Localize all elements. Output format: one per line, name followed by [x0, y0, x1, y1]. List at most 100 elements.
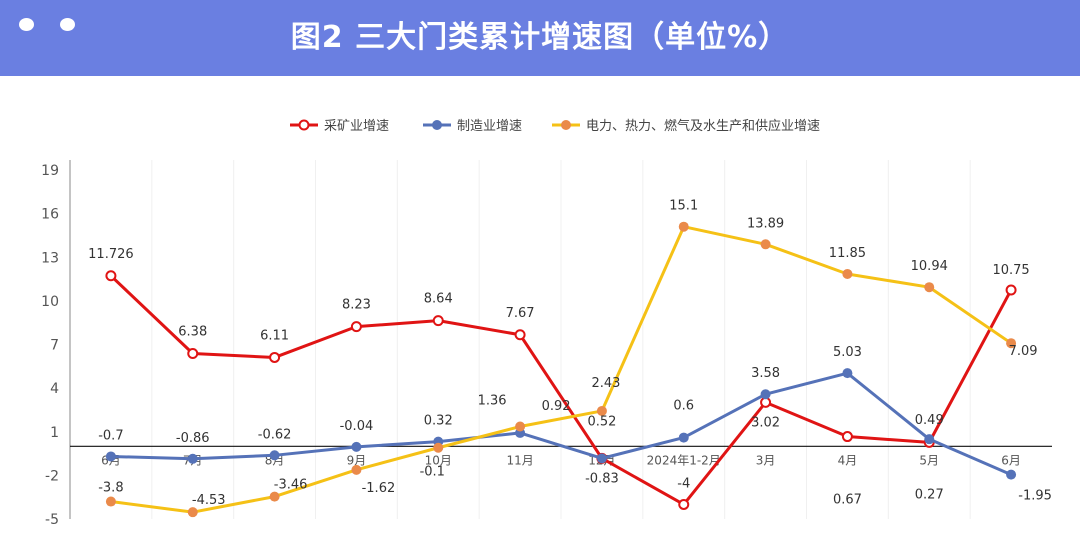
- data-label: 8.23: [342, 298, 371, 313]
- data-point: [760, 239, 771, 250]
- data-label: -0.86: [176, 431, 210, 446]
- data-label: -4.53: [192, 493, 226, 508]
- chart-data-labels: 11.726 6.38 6.11 8.23 8.64 7.67 -0.83 -4 3.02 0.6…: [88, 199, 1052, 508]
- data-point: [924, 434, 935, 445]
- x-tick-label: 10月: [425, 453, 452, 467]
- y-tick-label: 1: [50, 425, 59, 441]
- banner-dot-right: [60, 18, 75, 31]
- data-label: 11.85: [829, 246, 866, 261]
- data-label: 0.52: [587, 414, 616, 429]
- data-point: [187, 348, 199, 360]
- data-label: 5.03: [833, 345, 862, 360]
- x-tick-label: 2024年1-2月: [647, 453, 721, 467]
- data-point: [514, 329, 526, 341]
- chart-series: [105, 221, 1017, 518]
- title-banner: [0, 0, 1080, 76]
- chart-grid: [151, 160, 971, 519]
- legend-marker: [432, 120, 442, 130]
- data-label: 3.58: [751, 366, 780, 381]
- legend-marker: [298, 119, 310, 131]
- x-tick-label: 9月: [347, 453, 367, 467]
- data-label: -0.83: [585, 471, 619, 486]
- data-label: -0.62: [258, 427, 292, 442]
- data-point: [269, 450, 280, 461]
- data-label: 0.67: [833, 493, 862, 508]
- data-point: [678, 432, 689, 443]
- data-label: 13.89: [747, 216, 784, 231]
- data-point: [515, 421, 526, 432]
- data-point: [596, 453, 607, 464]
- data-point: [841, 431, 853, 443]
- line-chart: 采矿业增速 制造业增速 电力、热力、燃气及水生产和供应业增速 -5 -2 1 4 7 10 13…: [41, 118, 1052, 528]
- data-point: [350, 321, 362, 333]
- data-label: 7.67: [506, 306, 535, 321]
- data-label: 7.09: [1009, 344, 1038, 359]
- data-label: 0.27: [915, 487, 944, 502]
- data-point: [105, 496, 116, 507]
- data-point: [1006, 338, 1017, 349]
- data-label: 10.94: [911, 259, 948, 274]
- data-point: [432, 315, 444, 327]
- y-tick-label: 19: [41, 163, 59, 179]
- data-label: 10.75: [992, 263, 1029, 278]
- y-tick-label: 16: [41, 207, 59, 223]
- series-line: [109, 274, 1013, 506]
- chart-title: 图2 三大门类累计增速图（单位%）: [290, 20, 790, 55]
- data-label: 3.02: [751, 415, 780, 430]
- data-point: [1005, 284, 1017, 296]
- y-tick-label: 4: [50, 381, 59, 397]
- data-label: 15.1: [669, 199, 698, 214]
- chart-axes: -5-2147101316196月7月8月9月10月11月12月2024年1-2…: [41, 160, 1052, 528]
- y-tick-label: -2: [45, 468, 59, 484]
- data-point: [105, 451, 116, 462]
- data-label: 0.49: [915, 413, 944, 428]
- data-point: [433, 442, 444, 453]
- data-label: -0.7: [98, 428, 123, 443]
- banner-dot-left: [19, 18, 34, 31]
- data-label: 0.32: [424, 414, 453, 429]
- series-line: [110, 225, 1012, 514]
- x-tick-label: 11月: [506, 453, 533, 467]
- data-label: 2.43: [591, 376, 620, 391]
- data-label: 0.6: [673, 399, 694, 414]
- data-point: [1006, 469, 1017, 480]
- chart-legend: 采矿业增速 制造业增速 电力、热力、燃气及水生产和供应业增速: [290, 118, 820, 134]
- y-tick-label: 13: [41, 250, 59, 266]
- x-tick-label: 6月: [1001, 453, 1021, 467]
- legend-label: 电力、热力、燃气及水生产和供应业增速: [586, 118, 820, 134]
- y-tick-label: 7: [50, 338, 59, 354]
- data-point: [269, 491, 280, 502]
- data-label: 0.92: [542, 399, 571, 414]
- data-point: [351, 441, 362, 452]
- y-tick-label: 10: [41, 294, 59, 310]
- data-point: [187, 507, 198, 518]
- x-tick-label: 5月: [919, 453, 939, 467]
- data-label: 1.36: [478, 394, 507, 409]
- data-point: [760, 389, 771, 400]
- data-point: [678, 498, 690, 510]
- data-point: [842, 368, 853, 379]
- data-point: [678, 221, 689, 232]
- data-label: -3.46: [274, 478, 308, 493]
- legend-marker: [561, 120, 571, 130]
- data-point: [187, 453, 198, 464]
- data-label: -4: [677, 476, 690, 491]
- data-label: 8.64: [424, 292, 453, 307]
- data-label: -3.8: [98, 481, 123, 496]
- data-point: [269, 351, 281, 363]
- data-point: [351, 464, 362, 475]
- x-tick-label: 3月: [756, 453, 776, 467]
- data-label: 6.11: [260, 328, 289, 343]
- data-point: [105, 270, 117, 282]
- legend-label: 制造业增速: [457, 119, 522, 134]
- data-label: -0.04: [340, 419, 374, 434]
- x-tick-label: 4月: [838, 453, 858, 467]
- data-label: -1.95: [1018, 489, 1052, 504]
- data-label: -1.62: [362, 481, 396, 496]
- data-point: [924, 282, 935, 293]
- data-label: 11.726: [88, 247, 134, 262]
- legend-label: 采矿业增速: [324, 119, 389, 134]
- data-point: [842, 268, 853, 279]
- data-label: 6.38: [178, 325, 207, 340]
- data-label: -0.1: [420, 465, 445, 480]
